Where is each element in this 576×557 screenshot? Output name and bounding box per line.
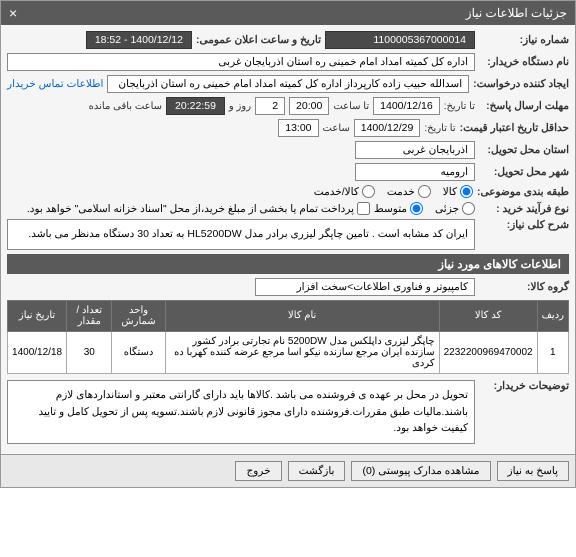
cell-unit: دستگاه xyxy=(112,331,165,373)
deadline-label: مهلت ارسال پاسخ: xyxy=(479,100,569,112)
col-qty: تعداد / مقدار xyxy=(67,300,112,331)
delivery-city-value: ارومیه xyxy=(355,163,475,181)
cell-date: 1400/12/18 xyxy=(8,331,67,373)
deadline-time-label: تا ساعت xyxy=(333,101,369,112)
close-icon[interactable]: × xyxy=(9,5,17,21)
buyer-notes-label: توضیحات خریدار: xyxy=(479,380,569,392)
col-code: کد کالا xyxy=(439,300,537,331)
window-title: جزئیات اطلاعات نیاز xyxy=(466,6,567,20)
delivery-province-value: اذربایجان غربی xyxy=(355,141,475,159)
process-label: نوع فرآیند خرید : xyxy=(479,203,569,215)
days-count: 2 xyxy=(255,97,285,115)
cell-idx: 1 xyxy=(537,331,568,373)
items-table: ردیف کد کالا نام کالا واحد شمارش تعداد /… xyxy=(7,300,569,374)
hours-remaining: 20:22:59 xyxy=(166,97,225,115)
col-date: تاریخ نیاز xyxy=(8,300,67,331)
radio-both-input[interactable] xyxy=(362,185,375,198)
buyer-notes-text: تحویل در محل بر عهده ی فروشنده می باشد .… xyxy=(7,380,475,444)
table-row: 1 2232200969470002 چاپگر لیزری داپلکس مد… xyxy=(8,331,569,373)
items-section-title: اطلاعات کالاهای مورد نیاز xyxy=(7,254,569,274)
attachments-button[interactable]: مشاهده مدارک پیوستی (0) xyxy=(351,461,490,481)
reply-button[interactable]: پاسخ به نیاز xyxy=(497,461,569,481)
deadline-time: 20:00 xyxy=(289,97,329,115)
radio-service[interactable]: خدمت xyxy=(387,185,431,198)
cell-name: چاپگر لیزری داپلکس مدل 5200DW نام تجارتی… xyxy=(165,331,439,373)
until-label: تا تاریخ: xyxy=(444,101,475,112)
validity-label: حداقل تاریخ اعتبار قیمت: xyxy=(460,122,569,134)
radio-both[interactable]: کالا/خدمت xyxy=(314,185,375,198)
col-row: ردیف xyxy=(537,300,568,331)
group-value: کامپیوتر و فناوری اطلاعات>سخت افزار xyxy=(255,278,475,296)
group-label: گروه کالا: xyxy=(479,281,569,293)
need-number-label: شماره نیاز: xyxy=(479,34,569,46)
radio-small[interactable]: جزئی xyxy=(435,202,475,215)
remaining-label: ساعت باقی مانده xyxy=(89,101,162,112)
window-header: جزئیات اطلاعات نیاز × xyxy=(1,1,575,25)
public-date-label: تاریخ و ساعت اعلان عمومی: xyxy=(196,34,321,46)
contact-link[interactable]: اطلاعات تماس خریدار xyxy=(7,78,103,90)
radio-goods-input[interactable] xyxy=(460,185,473,198)
process-radio-group: جزئی متوسط xyxy=(374,202,475,215)
radio-medium-input[interactable] xyxy=(410,202,423,215)
days-label: روز و xyxy=(229,101,251,112)
col-unit: واحد شمارش xyxy=(112,300,165,331)
to-date-label: تا تاریخ: xyxy=(424,123,455,134)
delivery-province-label: استان محل تحویل: xyxy=(479,144,569,156)
validity-time-label: ساعت xyxy=(323,123,350,134)
description-label: شرح کلی نیاز: xyxy=(479,219,569,231)
requester-label: ایجاد کننده درخواست: xyxy=(473,78,569,90)
validity-time: 13:00 xyxy=(278,119,318,137)
description-text: ایران کد مشابه است . تامین چاپگر لیزری ب… xyxy=(7,219,475,250)
radio-medium[interactable]: متوسط xyxy=(374,202,423,215)
exit-button[interactable]: خروج xyxy=(235,461,281,481)
delivery-city-label: شهر محل تحویل: xyxy=(479,166,569,178)
radio-goods[interactable]: کالا xyxy=(443,185,473,198)
cell-code: 2232200969470002 xyxy=(439,331,537,373)
requester-value: اسدالله حبیب زاده کارپرداز اداره کل کمیت… xyxy=(107,75,469,93)
buyer-org-label: نام دستگاه خریدار: xyxy=(479,56,569,68)
category-label: طبقه بندی موضوعی: xyxy=(477,186,569,198)
need-number-value: 1100005367000014 xyxy=(325,31,475,49)
buyer-org-value: اداره کل کمیته امداد امام خمینی ره استان… xyxy=(7,53,475,71)
validity-date: 1400/12/29 xyxy=(354,119,421,137)
payment-checkbox-input[interactable] xyxy=(357,202,370,215)
payment-checkbox[interactable]: پرداخت تمام یا بخشی از مبلغ خرید،از محل … xyxy=(27,202,370,215)
cell-qty: 30 xyxy=(67,331,112,373)
radio-small-input[interactable] xyxy=(462,202,475,215)
footer-bar: پاسخ به نیاز مشاهده مدارک پیوستی (0) باز… xyxy=(1,454,575,487)
radio-service-input[interactable] xyxy=(418,185,431,198)
category-radio-group: کالا خدمت کالا/خدمت xyxy=(314,185,473,198)
deadline-date: 1400/12/16 xyxy=(373,97,440,115)
back-button[interactable]: بازگشت xyxy=(288,461,346,481)
table-header-row: ردیف کد کالا نام کالا واحد شمارش تعداد /… xyxy=(8,300,569,331)
col-name: نام کالا xyxy=(165,300,439,331)
public-date-value: 1400/12/12 - 18:52 xyxy=(86,31,192,49)
